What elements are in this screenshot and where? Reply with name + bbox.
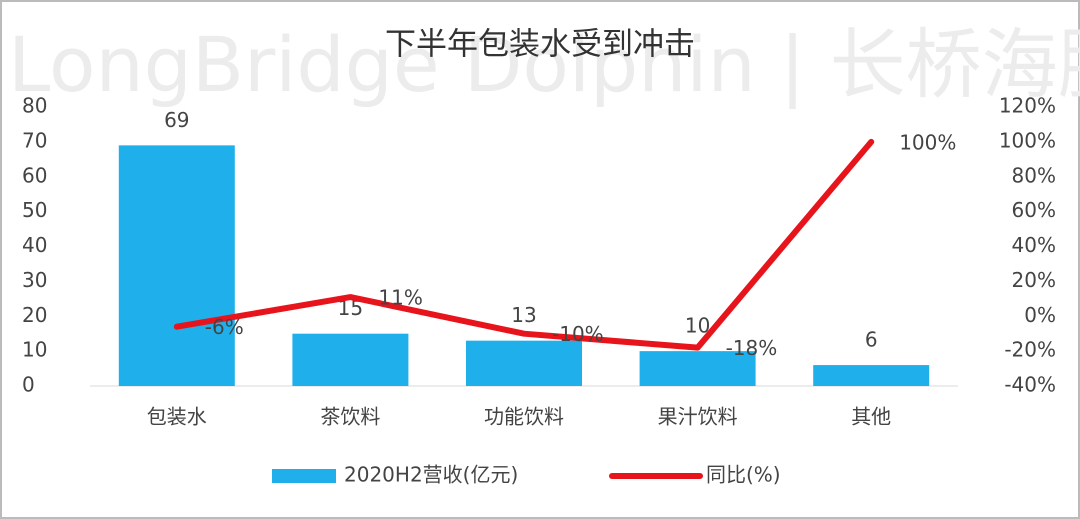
y2-tick-label: -40% [1004, 373, 1056, 397]
y-tick-label: 30 [22, 268, 47, 292]
legend-label: 同比(%) [706, 463, 781, 487]
y-tick-label: 20 [22, 303, 47, 327]
line [173, 138, 875, 351]
x-tick-label: 其他 [851, 405, 891, 429]
y2-tick-label: 100% [999, 128, 1056, 152]
y2-tick-label: -20% [1004, 338, 1056, 362]
chart-title: 下半年包装水受到冲击 [385, 27, 695, 63]
bar [639, 351, 756, 386]
y-tick-label: 0 [22, 373, 35, 397]
y-tick-label: 80 [22, 94, 47, 118]
y2-tick-label: 60% [1012, 198, 1056, 222]
legend-label: 2020H2营收(亿元) [344, 463, 518, 487]
line-value-label: -6% [205, 315, 244, 339]
bar [118, 145, 235, 386]
y2-tick-label: 80% [1012, 163, 1056, 187]
line-value-label: 100% [899, 130, 956, 154]
x-tick-label: 功能饮料 [484, 405, 564, 429]
y2-tick-label: 0% [1024, 303, 1056, 327]
bar-value-label: 6 [865, 328, 878, 352]
line-value-label: 11% [378, 286, 422, 310]
x-tick-label: 茶饮料 [320, 405, 380, 429]
y-tick-label: 10 [22, 338, 47, 362]
bar-value-label: 13 [511, 303, 536, 327]
bar-value-label: 69 [164, 108, 189, 132]
x-tick-label: 包装水 [147, 405, 207, 429]
y-tick-label: 70 [22, 128, 47, 152]
legend-swatch [272, 469, 336, 483]
y2-tick-label: 120% [999, 94, 1056, 118]
line-value-label: -18% [726, 336, 778, 360]
y-tick-label: 40 [22, 233, 47, 257]
line-value-label: -10% [552, 322, 604, 346]
watermark: LongBridge Dolphin | 长桥海豚投研 [8, 20, 1080, 110]
bar [466, 340, 582, 386]
y2-tick-label: 20% [1012, 268, 1056, 292]
x-tick-label: 果汁饮料 [658, 405, 738, 429]
y2-tick-label: 40% [1012, 233, 1056, 257]
y-tick-label: 60 [22, 163, 47, 187]
y-tick-label: 50 [22, 198, 47, 222]
bar [292, 333, 409, 386]
bar [813, 365, 930, 386]
